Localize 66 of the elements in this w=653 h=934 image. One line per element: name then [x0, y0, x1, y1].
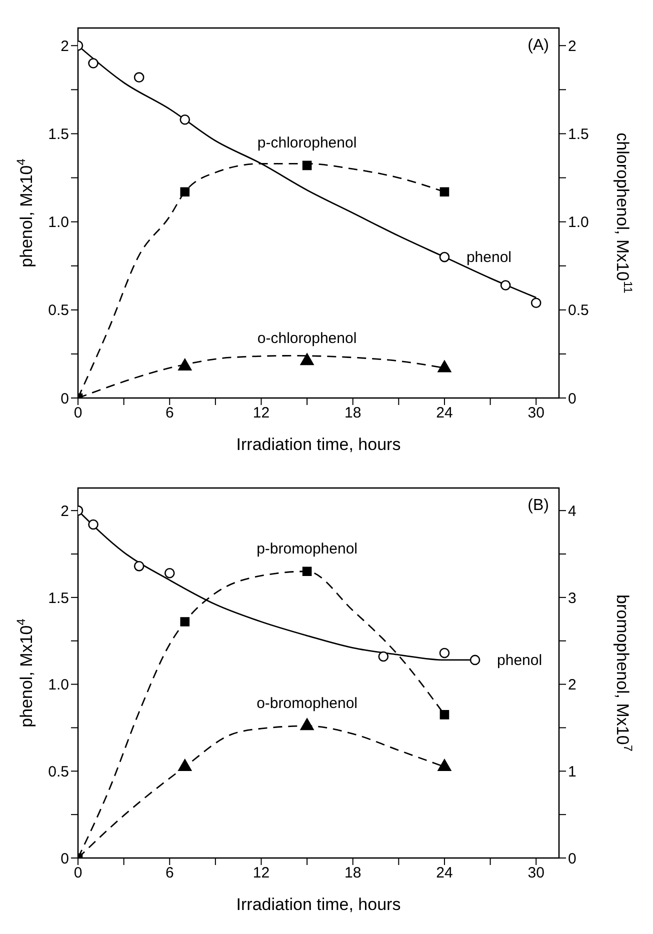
x-tick-label: 24	[436, 864, 453, 882]
series-label: phenol	[466, 249, 512, 266]
point	[439, 648, 450, 658]
y2-tick-label: 0	[568, 850, 576, 868]
series-label: p-chlorophenol	[257, 134, 357, 152]
y-tick-label: 0	[60, 390, 69, 408]
y2-tick-label: 0.5	[568, 302, 589, 320]
point	[470, 654, 480, 666]
annotation: (A)	[528, 37, 549, 54]
x-tick-label: 12	[252, 404, 270, 422]
point	[500, 280, 511, 290]
y2-tick-label: 2	[568, 676, 576, 694]
point	[438, 759, 452, 771]
y-tick-label: 2	[60, 502, 69, 520]
x-tick-label: 18	[344, 404, 362, 422]
y-tick-label: 0.5	[48, 302, 69, 320]
point	[300, 718, 314, 730]
x-tick-label: 6	[165, 404, 174, 422]
x-tick-label: 30	[528, 864, 544, 882]
point	[178, 759, 192, 771]
y-tick-label: 0	[60, 850, 69, 868]
point	[302, 566, 312, 576]
point	[438, 360, 452, 372]
x-tick-label: 6	[165, 864, 174, 882]
point	[302, 160, 312, 170]
x-axis-title: Irradiation time, hours	[236, 895, 401, 914]
x-tick-label: 24	[436, 404, 453, 422]
point	[439, 252, 450, 262]
y2-tick-label: 4	[568, 502, 576, 520]
point	[88, 58, 98, 68]
y-tick-label: 2	[60, 38, 69, 55]
y-tick-label: 0.5	[48, 763, 69, 780]
series-label: o-bromophenol	[256, 694, 358, 712]
y-tick-label: 1.5	[48, 590, 69, 607]
point	[440, 710, 450, 720]
point	[134, 561, 144, 572]
point	[378, 651, 389, 662]
y-tick-label: 1.5	[48, 126, 69, 144]
point	[180, 617, 190, 626]
point	[180, 187, 190, 197]
series-label: o-chlorophenol	[257, 330, 357, 347]
y2-tick-label: 1	[568, 763, 576, 780]
x-tick-label: 30	[528, 404, 544, 422]
y-tick-label: 1.0	[48, 214, 69, 232]
y2-tick-label: 1.0	[568, 214, 589, 232]
x-tick-label: 12	[252, 864, 270, 882]
point	[530, 298, 542, 308]
point	[134, 72, 144, 82]
point	[300, 353, 314, 366]
series-label: phenol	[497, 652, 542, 669]
y2-tick-label: 2	[568, 38, 576, 55]
y2-tick-label: 3	[568, 590, 576, 607]
point	[178, 358, 192, 370]
x-tick-label: 0	[74, 864, 82, 882]
y2-tick-label: 0	[568, 390, 576, 408]
annotation: (B)	[528, 497, 549, 514]
x-tick-label: 0	[74, 404, 82, 422]
point	[180, 114, 190, 125]
x-axis-title: Irradiation time, hours	[236, 435, 401, 454]
series-label: p-bromophenol	[256, 540, 358, 558]
y-tick-label: 1.0	[48, 676, 69, 694]
point	[88, 519, 98, 530]
point	[164, 568, 175, 578]
point	[440, 187, 450, 197]
x-tick-label: 18	[344, 864, 362, 882]
y2-tick-label: 1.5	[568, 126, 589, 144]
